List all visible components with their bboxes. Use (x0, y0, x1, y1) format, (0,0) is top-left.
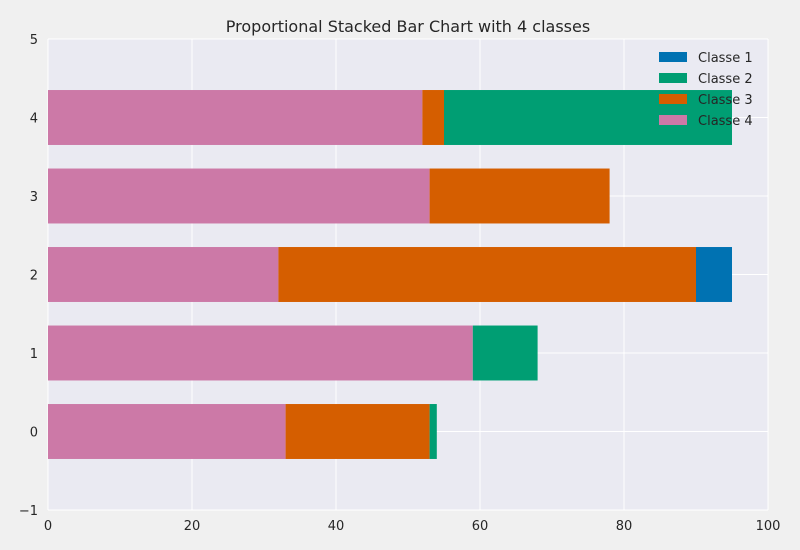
y-axis-ticks: −1 0 1 2 3 4 5 (19, 33, 38, 519)
legend-swatch-classe-3 (659, 94, 687, 104)
x-tick-label: 0 (44, 519, 52, 534)
y-tick-label: 2 (30, 269, 38, 284)
x-tick-label: 20 (184, 519, 201, 534)
x-tick-label: 80 (616, 519, 633, 534)
legend-swatch-classe-4 (659, 115, 687, 125)
bars (48, 90, 732, 459)
y-tick-label: 3 (30, 190, 38, 205)
bar-classe-3-cat-0 (285, 404, 430, 459)
x-tick-label: 60 (472, 519, 489, 534)
legend-swatch-classe-2 (659, 73, 687, 83)
legend-label: Classe 4 (698, 114, 753, 129)
legend-swatch-classe-1 (659, 52, 687, 62)
bar-classe-1-cat-2 (696, 247, 732, 302)
x-axis-ticks: 0 20 40 60 80 100 (44, 519, 781, 534)
legend-label: Classe 1 (698, 51, 753, 66)
legend: Classe 1 Classe 2 Classe 3 Classe 4 (659, 51, 753, 129)
bar-classe-4-cat-1 (48, 325, 473, 381)
x-tick-label: 100 (756, 519, 781, 534)
bar-classe-4-cat-0 (48, 404, 286, 459)
bar-classe-4-cat-3 (48, 168, 430, 224)
bar-classe-2-cat-1 (472, 325, 538, 381)
bar-classe-2-cat-0 (429, 404, 437, 459)
bar-classe-3-cat-3 (429, 168, 610, 224)
y-tick-label: 1 (30, 347, 38, 362)
bar-classe-4-cat-4 (48, 90, 423, 145)
chart-title: Proportional Stacked Bar Chart with 4 cl… (226, 17, 590, 36)
bar-classe-4-cat-2 (48, 247, 279, 302)
bar-classe-3-cat-2 (278, 247, 696, 302)
y-tick-label: −1 (19, 504, 38, 519)
bar-classe-3-cat-4 (422, 90, 444, 145)
legend-label: Classe 3 (698, 93, 753, 108)
bar-classe-2-cat-4 (444, 90, 732, 145)
legend-label: Classe 2 (698, 72, 753, 87)
x-tick-label: 40 (328, 519, 345, 534)
y-tick-label: 5 (30, 33, 38, 48)
y-tick-label: 4 (30, 112, 38, 127)
y-tick-label: 0 (30, 426, 38, 441)
